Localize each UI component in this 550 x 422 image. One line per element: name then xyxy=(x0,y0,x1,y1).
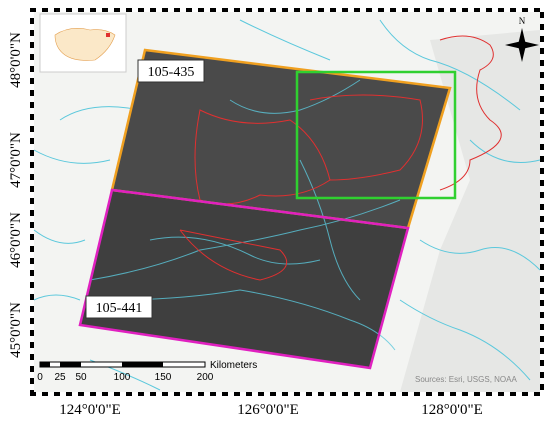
inset-marker xyxy=(106,33,110,37)
scene-rivers xyxy=(89,79,401,351)
scale-label: 100 xyxy=(114,372,131,383)
scale-label: 50 xyxy=(75,372,87,383)
scene-label: 105-435 xyxy=(148,65,195,80)
scale-label: 200 xyxy=(197,372,214,383)
scale-label: 0 xyxy=(37,372,43,383)
longitude-label: 124°0'0"E xyxy=(59,402,121,418)
north-arrow: N xyxy=(505,16,539,62)
latitude-label: 48°0'0"N xyxy=(8,32,24,88)
scene-label: 105-441 xyxy=(96,301,143,316)
sources: Sources: Esri, USGS, NOAA xyxy=(415,375,517,384)
terrain xyxy=(400,30,540,392)
study-area xyxy=(295,70,457,200)
scale-label: 25 xyxy=(54,372,66,383)
scale-unit: Kilometers xyxy=(210,360,257,371)
label-box xyxy=(85,295,153,319)
north-label: N xyxy=(519,16,526,26)
latitude-label: 46°0'0"N xyxy=(8,212,24,268)
scale-label: 150 xyxy=(155,372,172,383)
inset-country xyxy=(54,28,116,61)
longitude-label: 126°0'0"E xyxy=(237,402,299,418)
longitude-label: 128°0'0"E xyxy=(421,402,483,418)
county-boundaries xyxy=(179,94,423,281)
boundary xyxy=(439,35,502,191)
scale-bar: 0 25 50 100 150 200 Kilometers xyxy=(37,360,257,383)
scene-105-441 xyxy=(80,190,408,368)
label-box xyxy=(137,59,205,83)
latitude-label: 47°0'0"N xyxy=(8,132,24,188)
latitude-label: 45°0'0"N xyxy=(8,302,24,358)
scene-outline-pink xyxy=(78,188,410,370)
